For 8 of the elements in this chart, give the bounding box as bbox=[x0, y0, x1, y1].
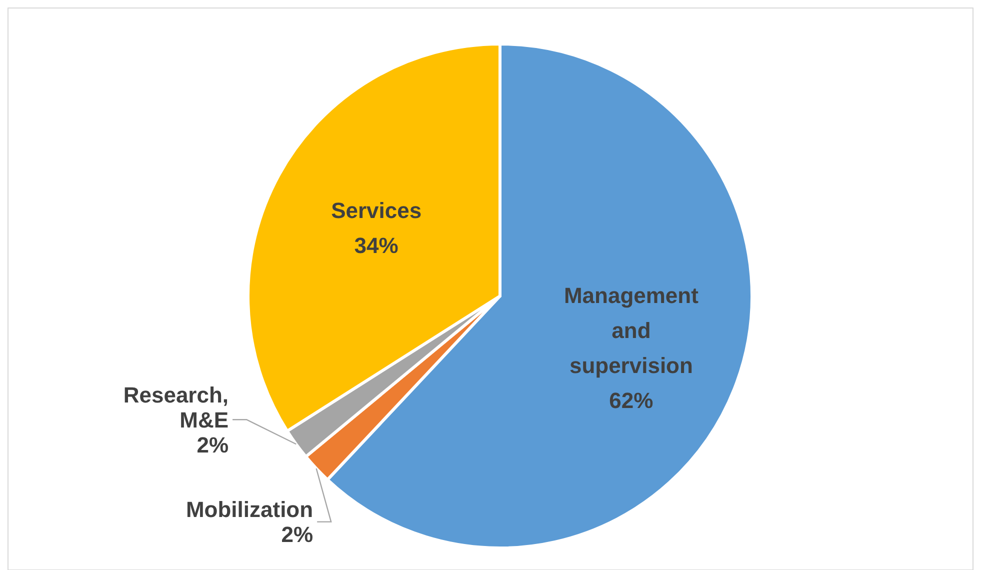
slice-label: Services bbox=[331, 198, 422, 224]
slice-label: Management and supervision bbox=[564, 283, 700, 378]
slice-label: Research, M&E bbox=[123, 382, 229, 432]
data-label: 2% bbox=[196, 432, 229, 458]
data-label: 34% bbox=[354, 233, 398, 258]
slice-label: Mobilization bbox=[186, 497, 314, 522]
data-label: 2% bbox=[281, 522, 314, 548]
data-label: 62% bbox=[609, 388, 654, 414]
